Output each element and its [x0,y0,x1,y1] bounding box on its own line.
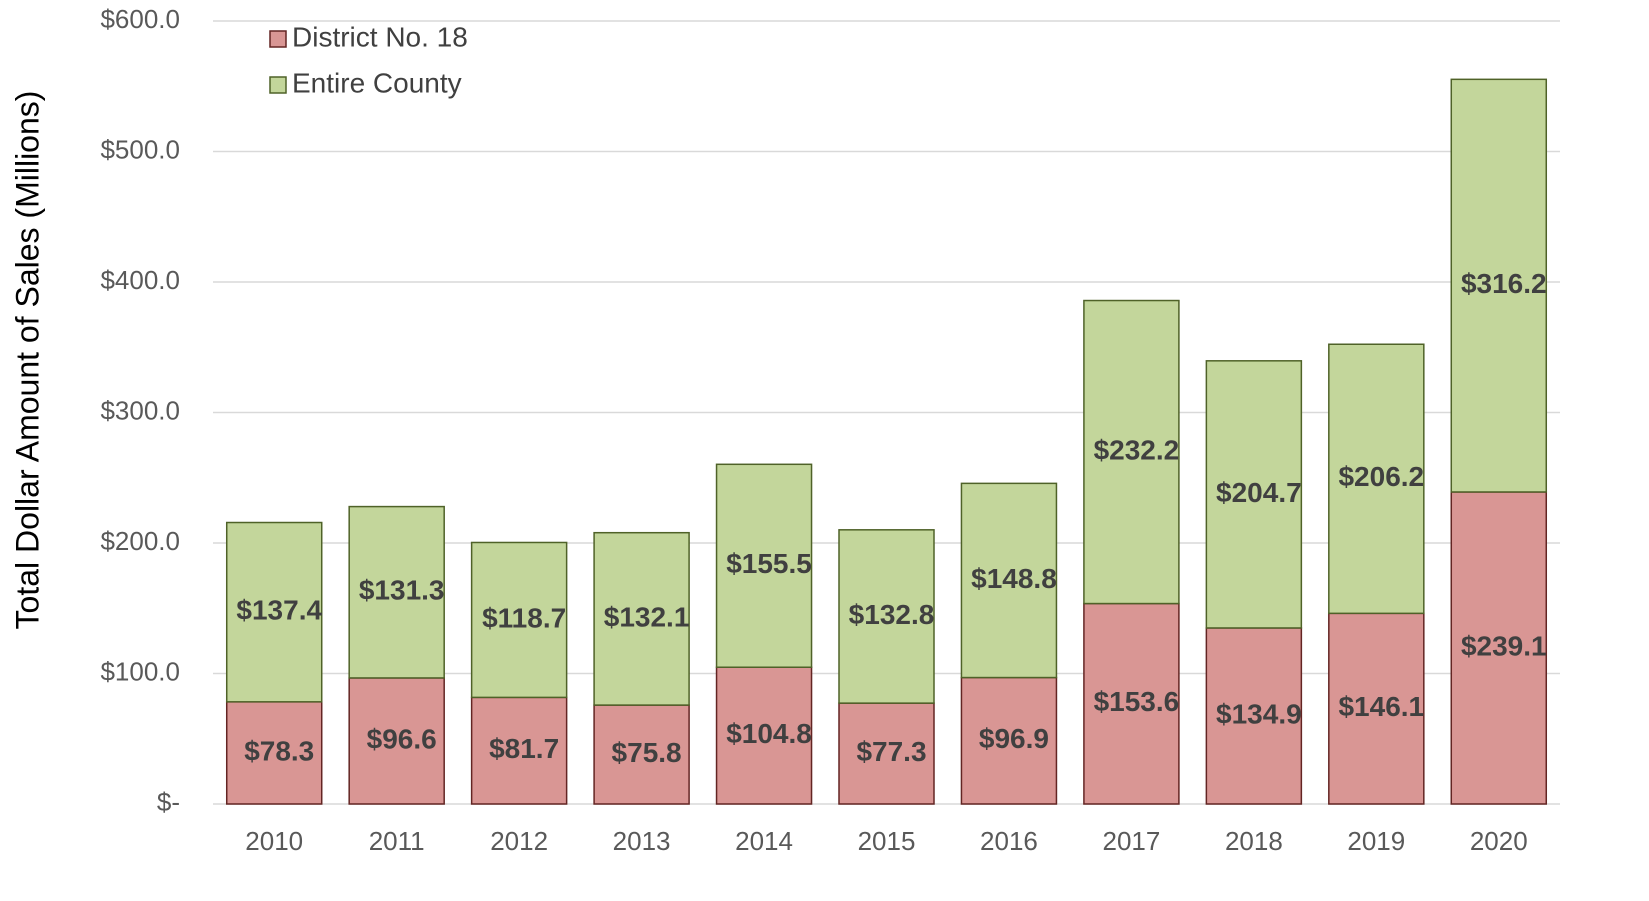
bar-segment [225,701,323,805]
y-axis-title: Total Dollar Amount of Sales (Millions) [9,91,45,630]
data-label: $118.7 [482,602,566,633]
data-label: $153.6 [1094,686,1180,717]
legend-swatch [269,30,287,48]
data-label: $134.9 [1216,698,1302,729]
data-label: $132.8 [849,599,935,630]
data-label: $81.7 [489,733,559,764]
bar-segment [838,529,935,704]
bar-segment [593,531,690,706]
x-tick-label: 2019 [1347,826,1405,856]
y-tick-label: $- [157,787,180,817]
bar-segment [1328,612,1425,805]
bar-segment [1083,602,1180,805]
data-label: $96.9 [979,723,1049,754]
data-label: $77.3 [856,736,926,767]
legend-label: District No. 18 [292,21,468,52]
bar-segment [1205,627,1303,805]
x-tick-label: 2020 [1470,826,1528,856]
bar-segment [838,702,935,805]
data-label: $137.4 [236,595,322,626]
data-label: $204.7 [1216,477,1302,508]
bar-segment [225,521,323,703]
x-tick-label: 2015 [858,826,916,856]
x-tick-label: 2010 [245,826,303,856]
data-label: $104.8 [726,718,812,749]
data-label: $239.1 [1461,630,1547,661]
data-label: $148.8 [971,563,1057,594]
bar-segment [960,676,1058,805]
y-tick-label: $200.0 [100,526,180,556]
data-label: $316.2 [1461,268,1547,299]
bar-segment [1450,78,1548,493]
bar-segment [715,463,813,668]
bar-segment [960,482,1058,679]
bar-segment [470,541,568,699]
y-tick-label: $500.0 [100,134,180,164]
x-tick-label: 2013 [613,826,671,856]
data-label: $131.3 [359,575,445,606]
y-tick-label: $300.0 [100,395,180,425]
data-label: $146.1 [1338,691,1424,722]
x-tick-label: 2016 [980,826,1038,856]
y-tick-label: $400.0 [100,265,180,295]
data-label: $78.3 [244,735,314,766]
x-tick-label: 2017 [1102,826,1160,856]
bar-segment [348,677,445,805]
x-tick-label: 2018 [1225,826,1283,856]
bar-segment [593,704,690,805]
legend-label: Entire County [292,67,462,98]
bar-segment [470,696,568,805]
data-label: $232.2 [1094,434,1180,465]
bar-segment [1083,299,1180,605]
legend-swatch [269,76,287,94]
bar-segment [1328,343,1425,615]
x-tick-label: 2012 [490,826,548,856]
bar-segment [1205,360,1303,629]
data-label: $206.2 [1338,461,1424,492]
bar-segment [715,666,813,805]
bar-segment [1450,491,1548,805]
y-tick-label: $100.0 [100,656,180,686]
data-label: $75.8 [612,737,682,768]
x-tick-label: 2011 [369,826,425,856]
data-label: $155.5 [726,548,812,579]
data-label: $132.1 [604,601,690,632]
data-label: $96.6 [367,723,437,754]
x-tick-label: 2014 [735,826,793,856]
y-tick-label: $600.0 [100,4,180,34]
bar-segment [348,505,445,679]
